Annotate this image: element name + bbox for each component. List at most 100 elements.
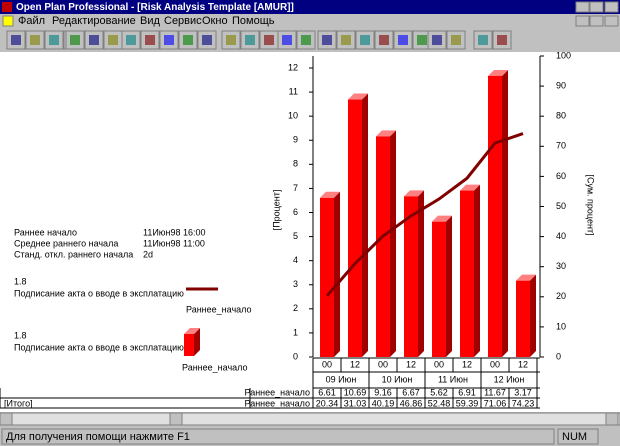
x-tick-label: 12: [518, 359, 528, 369]
info-panel: Раннее начало 11Июн98 16:00 Среднее раннег…: [14, 227, 206, 259]
bar-top: [516, 274, 536, 281]
info-value: 11Июн98 16:00: [143, 227, 206, 237]
x-tick-label: 00: [322, 359, 332, 369]
table-value: 52.48: [428, 398, 451, 408]
bar-side: [418, 190, 424, 357]
close-button[interactable]: [604, 1, 619, 13]
toolbar-icon: [108, 35, 118, 45]
menu-item[interactable]: Редактирование: [52, 15, 136, 27]
y2-tick-label: 0: [556, 351, 561, 361]
bar-top: [376, 130, 396, 137]
y2-tick-label: 40: [556, 231, 566, 241]
toolbar-icon: [30, 35, 40, 45]
x-group-label: 09 Июн: [326, 374, 357, 384]
y2-tick-label: 70: [556, 141, 566, 151]
toolbar-icon: [451, 35, 461, 45]
legend: 1.8 Подписание акта о вводе в эксплатацию…: [14, 276, 252, 372]
menu-item[interactable]: Помощь: [232, 15, 275, 27]
status-help-pane: [1, 428, 555, 445]
total-label: [Итого]: [4, 398, 33, 408]
y-tick-label: 5: [293, 231, 298, 241]
x-tick-label: 12: [406, 359, 416, 369]
y-tick-label: 10: [288, 111, 298, 121]
scroll-right[interactable]: [605, 412, 619, 426]
legend-task: Подписание акта о вводе в эксплатацию: [14, 288, 184, 298]
toolbar-icon: [360, 35, 370, 45]
table-value: 71.06: [484, 398, 507, 408]
info-value: 2d: [143, 249, 153, 259]
toolbar-icon: [432, 35, 442, 45]
menu-item[interactable]: Файл: [18, 15, 45, 27]
menu-item[interactable]: Окно: [202, 15, 228, 27]
legend-id: 1.8: [14, 330, 27, 340]
y2-tick-label: 60: [556, 171, 566, 181]
y-tick-label: 4: [293, 255, 298, 265]
data-table: [Итого] Раннее_начало 6.61 10.69 9.16 6.67 5.6…: [0, 387, 540, 409]
info-value: 11Июн98 11:00: [143, 238, 205, 248]
scroll-thumb[interactable]: [169, 412, 183, 426]
y2-tick-label: 10: [556, 321, 566, 331]
legend-label: Раннее_начало: [186, 304, 252, 314]
y2-tick-label: 100: [556, 50, 571, 60]
toolbar-icon: [126, 35, 136, 45]
bar-top: [348, 93, 368, 100]
y2-axis-title: [Сум. процент]: [586, 174, 596, 235]
toolbar-icon: [164, 35, 174, 45]
toolbar-icon: [264, 35, 274, 45]
menu-bar: Файл Редактирование Вид Сервис Окно Помощь: [18, 15, 275, 27]
bar: [348, 99, 362, 357]
bar: [376, 136, 390, 357]
table-value: 5.62: [430, 387, 448, 397]
table-value: 6.61: [318, 387, 336, 397]
y-tick-label: 6: [293, 207, 298, 217]
status-num-pane: [557, 428, 599, 445]
bar-side: [502, 69, 508, 357]
menu-item[interactable]: Вид: [140, 15, 160, 27]
bar-side: [446, 215, 452, 357]
y-tick-label: 8: [293, 159, 298, 169]
bar: [516, 280, 530, 357]
toolbar-icon: [478, 35, 488, 45]
chart: 01234567891011120102030405060708090100[П…: [271, 50, 596, 408]
y-axis-title: [Процент]: [271, 190, 281, 231]
toolbar-icon: [379, 35, 389, 45]
h-scrollbar[interactable]: [0, 412, 620, 426]
toolbar-icon: [322, 35, 332, 45]
menu-item[interactable]: Сервис: [164, 15, 202, 27]
row-label: Раннее_начало: [245, 398, 311, 408]
toolbar-icon: [145, 35, 155, 45]
bar-top: [460, 184, 480, 191]
bar-top: [404, 190, 424, 197]
bar: [432, 221, 446, 357]
table-value: 59.39: [456, 398, 479, 408]
toolbar-icon: [49, 35, 59, 45]
window-title: Open Plan Professional - [Risk Analysis …: [16, 2, 294, 13]
status-help: Для получения помощи нажмите F1: [6, 431, 190, 443]
y-tick-label: 3: [293, 279, 298, 289]
toolbar-icon: [301, 35, 311, 45]
legend-bar-top: [184, 328, 200, 334]
legend-id: 1.8: [14, 276, 27, 286]
restore-button[interactable]: [589, 1, 604, 13]
doc-close-button[interactable]: [604, 15, 619, 27]
cumulative-line: [325, 132, 524, 297]
y2-tick-label: 90: [556, 80, 566, 90]
legend-label: Раннее_начало: [182, 362, 248, 372]
bar-top: [488, 69, 508, 76]
x-group-label: 11 Июн: [438, 374, 468, 384]
scroll-left[interactable]: [0, 412, 13, 426]
doc-icon: [2, 15, 14, 27]
doc-restore-button[interactable]: [589, 15, 604, 27]
y2-tick-label: 50: [556, 201, 566, 211]
toolbar-icon: [245, 35, 255, 45]
bar-side: [474, 184, 480, 357]
toolbar: [6, 30, 512, 50]
x-group-label: 10 Июн: [382, 374, 413, 384]
y-tick-label: 12: [288, 62, 298, 72]
minimize-button[interactable]: [575, 1, 590, 13]
x-tick-label: 12: [462, 359, 472, 369]
y2-tick-label: 80: [556, 111, 566, 121]
doc-minimize-button[interactable]: [575, 15, 590, 27]
table-value: 6.67: [402, 387, 420, 397]
